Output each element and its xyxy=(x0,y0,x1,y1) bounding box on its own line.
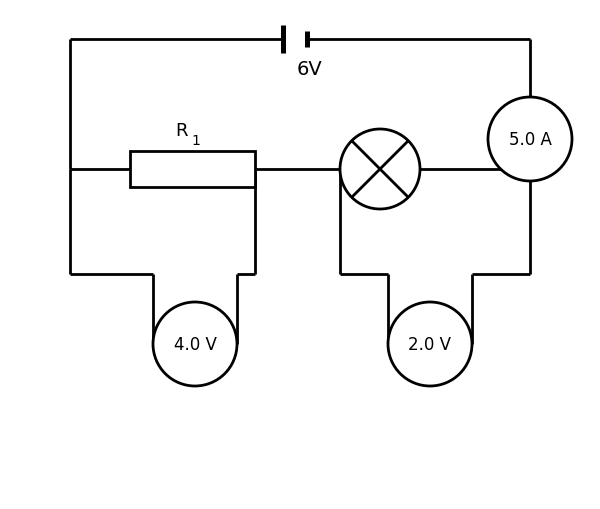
Circle shape xyxy=(153,302,237,386)
Text: 5.0 A: 5.0 A xyxy=(509,131,551,149)
Bar xyxy=(130,152,255,188)
Text: 1: 1 xyxy=(191,134,200,148)
Circle shape xyxy=(340,130,420,210)
Text: R: R xyxy=(175,122,187,140)
Text: 4.0 V: 4.0 V xyxy=(173,335,217,353)
Text: 2.0 V: 2.0 V xyxy=(409,335,452,353)
Text: 6V: 6V xyxy=(297,60,323,79)
Circle shape xyxy=(488,98,572,182)
Circle shape xyxy=(388,302,472,386)
